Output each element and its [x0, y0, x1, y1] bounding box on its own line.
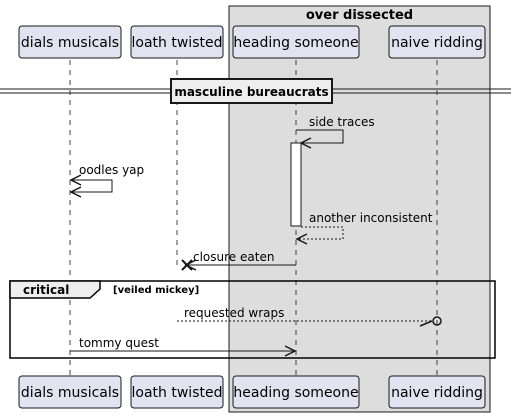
participant-dials-bottom: dials musicals: [18, 375, 122, 409]
fragment-critical: critical [veiled mickey]: [9, 280, 496, 359]
participant-heading-top: heading someone: [232, 25, 360, 59]
participant-heading-bottom: heading someone: [232, 375, 360, 409]
participant-naive-bottom: naive ridding: [388, 375, 486, 409]
group-box: [228, 5, 491, 413]
message-closure-eaten: closure eaten: [181, 250, 296, 271]
participant-label: dials musicals: [21, 35, 119, 51]
message-label: closure eaten: [193, 250, 274, 264]
message-oodles-yap: oodles yap: [69, 163, 144, 198]
message-label: side traces: [309, 115, 375, 129]
divider: masculine bureaucrats: [0, 78, 511, 104]
participant-label: heading someone: [233, 385, 358, 401]
participant-loath-bottom: loath twisted: [130, 375, 224, 409]
participant-dials-top: dials musicals: [18, 25, 122, 59]
fragment-kind: critical: [23, 283, 69, 297]
destroy-icon: [181, 259, 193, 271]
message-tommy-quest: tommy quest: [70, 336, 297, 357]
activation-bar: [290, 142, 302, 227]
participant-naive-top: naive ridding: [388, 25, 486, 59]
group-box-title: over dissected: [306, 8, 413, 23]
message-side-traces: side traces: [296, 115, 375, 149]
participant-label: naive ridding: [391, 35, 483, 51]
participant-label: heading someone: [233, 35, 358, 51]
participant-label: dials musicals: [21, 385, 119, 401]
participant-label: naive ridding: [391, 385, 483, 401]
participant-label: loath twisted: [132, 385, 223, 401]
divider-label: masculine bureaucrats: [174, 85, 328, 99]
message-label: oodles yap: [79, 163, 144, 177]
fragment-guard: [veiled mickey]: [113, 285, 199, 296]
message-label: requested wraps: [184, 306, 284, 320]
lost-endpoint-icon: [432, 316, 442, 326]
message-label: another inconsistent: [309, 211, 433, 225]
participant-loath-top: loath twisted: [130, 25, 224, 59]
message-label: tommy quest: [79, 336, 159, 350]
message-another-inconsistent: another inconsistent: [295, 211, 433, 245]
participant-label: loath twisted: [132, 35, 223, 51]
message-requested-wraps: requested wraps: [177, 306, 442, 327]
